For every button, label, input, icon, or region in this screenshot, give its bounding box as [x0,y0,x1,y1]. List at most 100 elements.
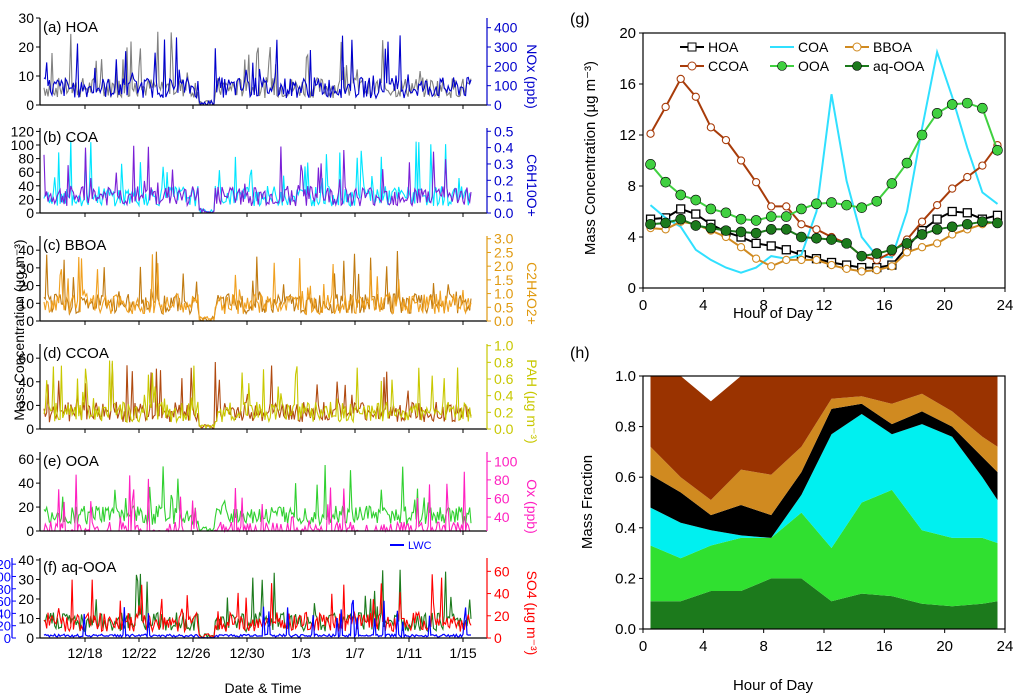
x-tick-label: 12 [816,297,833,314]
legend-marker [852,61,862,71]
x-tick-label: 1/11 [396,645,422,661]
x-tick-label: 16 [876,297,893,314]
series-OOA [649,102,999,222]
point-HOA [751,238,761,249]
series-line [43,250,472,322]
point-OOA [946,99,958,110]
left-tick-label: 40 [18,242,34,258]
series-line [43,35,472,106]
point-BBOA [812,255,821,265]
right-tick-label: 0.5 [494,299,514,315]
x-tick-label: 4 [699,638,707,655]
point-OOA [931,108,943,119]
panel-g [639,32,1006,292]
point-BBOA [932,239,942,248]
y-tick-label: 0 [628,280,636,297]
point-HOA [947,206,957,217]
x-tick-label: 12/30 [229,645,264,661]
x-tick-label: 12 [816,638,833,655]
legend-label: aq-OOA [873,58,925,74]
x-tick-label: 20 [936,297,953,314]
right-tick-label: 80 [494,472,510,488]
point-BBOA [887,262,897,271]
left-tick-label: 40 [18,374,34,390]
point-aq-OOA [705,222,717,234]
y-tick-label: 8 [628,178,636,195]
y-tick-label: 0.6 [615,469,636,486]
h-y-title: Mass Fraction [579,455,596,549]
left-tick-label: 30 [18,571,34,587]
point-OOA [735,213,747,225]
left-tick-label: 0 [26,97,34,113]
outer-tick-label: 100 [0,569,11,584]
y-tick-label: 0.2 [615,570,636,587]
series-line [43,599,471,639]
y-tick-label: 0.0 [615,621,636,638]
right-tick-label: 2.5 [494,244,514,260]
y-tick-label: 0.4 [615,520,636,537]
left-tick-label: 40 [18,475,34,491]
outer-tick-label: 20 [0,619,11,634]
left-tick-label: 20 [18,39,34,55]
left-tick-label: 20 [18,191,34,207]
right-tick-label: 20 [494,608,510,624]
series-COA [649,48,999,274]
y-tick-label: 12 [619,127,636,144]
left-tick-label: 20 [18,499,34,515]
x-tick-label: 4 [699,297,707,314]
point-CCOA [978,161,987,170]
panel-4 [36,344,491,433]
panel-1 [36,17,491,109]
point-OOA [660,176,671,188]
right-axis-title: Ox (ppb) [524,479,540,533]
point-BBOA [827,260,836,270]
panel-label: (c) BBOA [43,237,106,254]
point-BBOA [797,255,806,265]
point-BBOA [872,265,881,275]
right-tick-label: 0.3 [494,156,514,172]
legend-label: COA [798,39,829,55]
y-tick-label: 20 [619,25,636,42]
left-tick-label: 100 [11,137,35,153]
right-tick-label: 0.0 [494,421,514,437]
point-HOA [676,204,686,214]
point-aq-OOA [961,218,973,230]
outer-tick-label: 40 [0,606,11,621]
point-HOA [932,214,942,224]
point-aq-OOA [901,238,913,249]
series-line [43,31,472,106]
point-aq-OOA [856,250,868,262]
x-tick-label: 0 [639,297,647,314]
x-tick-label: 8 [759,297,767,314]
point-OOA [901,157,913,169]
right-tick-label: 400 [494,20,518,36]
point-aq-OOA [841,238,852,249]
point-OOA [705,203,717,215]
panel-label: (a) HOA [43,19,98,36]
point-aq-OOA [645,218,656,230]
point-BBOA [857,267,866,276]
series-BBOA [650,220,998,273]
point-aq-OOA [735,226,747,238]
right-tick-label: 0.2 [494,404,514,420]
panel-label: (e) OOA [43,453,99,470]
x-tick-label: 16 [876,638,893,655]
point-OOA [765,211,777,222]
x-tick-label: 24 [997,297,1014,314]
y-tick-label: 4 [628,229,636,246]
left-tick-label: 40 [18,178,34,194]
point-BBOA [917,243,927,252]
left-tick-label: 60 [18,350,34,366]
point-OOA [645,159,656,170]
point-OOA [856,202,868,213]
right-tick-label: 0 [494,97,502,113]
y-tick-label: 1.0 [615,368,636,385]
left-x-title: Date & Time [224,680,301,696]
point-BBOA [842,264,851,274]
legend-marker [852,42,862,52]
left-tick-label: 10 [18,68,34,84]
right-tick-label: 0.4 [494,140,514,156]
left-tick-label: 60 [18,451,34,467]
right-tick-label: 0.6 [494,371,514,387]
